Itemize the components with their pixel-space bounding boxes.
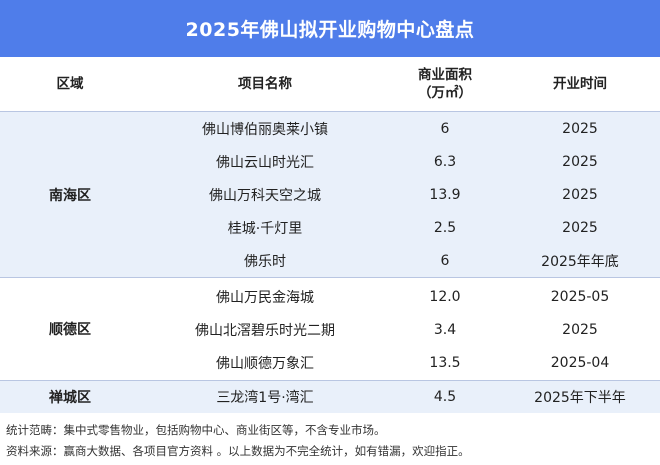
group-shunde: 顺德区 佛山万民金海城 12.0 2025-05 佛山北滘碧乐时光二期 3.4 … [0, 278, 660, 380]
table-row: 佛山云山时光汇 6.3 2025 [0, 145, 660, 178]
project-area: 3.4 [433, 321, 457, 338]
project-name: 佛山万科天空之城 [209, 187, 321, 204]
header-region: 区域 [56, 76, 84, 92]
project-time: 2025 [562, 153, 598, 170]
project-name: 桂城·千灯里 [227, 220, 303, 237]
group-divider [0, 277, 660, 278]
group-chancheng: 禅城区 三龙湾1号·湾汇 4.5 2025年下半年 [0, 381, 660, 413]
project-name: 佛山博伯丽奥莱小镇 [202, 121, 328, 138]
table-row: 佛山万科天空之城 13.9 2025 [0, 178, 660, 211]
project-name: 三龙湾1号·湾汇 [216, 390, 314, 406]
page-title: 2025年佛山拟开业购物中心盘点 [0, 0, 660, 57]
header-name: 项目名称 [238, 76, 292, 92]
footer-notes: 统计范畴：集中式零售物业，包括购物中心、商业街区等，不含专业市场。 资料来源：赢… [0, 413, 660, 465]
project-area: 13.9 [429, 186, 461, 203]
group-nanhai: 南海区 佛山博伯丽奥莱小镇 6 2025 佛山云山时光汇 6.3 2025 佛山… [0, 112, 660, 277]
region-label: 南海区 [49, 187, 91, 204]
table-header: 区域 项目名称 商业面积 （万㎡） 开业时间 [0, 57, 660, 112]
table-row: 佛山北滘碧乐时光二期 3.4 2025 [0, 313, 660, 346]
project-time: 2025 [562, 219, 598, 236]
header-area: 商业面积 （万㎡） [390, 57, 500, 111]
table-row: 三龙湾1号·湾汇 4.5 2025年下半年 [0, 381, 660, 413]
header-time: 开业时间 [553, 76, 607, 92]
footnote-scope: 统计范畴：集中式零售物业，包括购物中心、商业街区等，不含专业市场。 [6, 423, 386, 437]
project-area: 6.3 [433, 153, 457, 170]
project-area: 2.5 [433, 219, 457, 236]
project-area: 13.5 [429, 354, 461, 371]
project-area: 6 [440, 120, 450, 137]
table-row: 佛山顺德万象汇 13.5 2025-04 [0, 346, 660, 379]
project-time: 2025 [562, 186, 598, 203]
project-time: 2025年下半年 [534, 390, 626, 406]
project-area: 4.5 [433, 389, 457, 405]
region-label: 禅城区 [49, 390, 91, 406]
table-row: 佛山博伯丽奥莱小镇 6 2025 [0, 112, 660, 145]
project-time: 2025-04 [550, 354, 610, 371]
project-name: 佛乐时 [244, 253, 286, 270]
project-area: 12.0 [429, 288, 461, 305]
project-time: 2025年年底 [541, 253, 619, 270]
header-area-line1: 商业面积 [418, 67, 472, 83]
footnote-source: 资料来源：赢商大数据、各项目官方资料 。以上数据为不完全统计，如有错漏，欢迎指正… [6, 444, 470, 458]
table-row: 佛乐时 6 2025年年底 [0, 244, 660, 277]
project-time: 2025-05 [550, 288, 610, 305]
project-area: 6 [440, 252, 450, 269]
group-divider [0, 380, 660, 381]
project-time: 2025 [562, 120, 598, 137]
project-name: 佛山万民金海城 [216, 289, 314, 306]
project-name: 佛山顺德万象汇 [216, 355, 314, 372]
project-name: 佛山北滘碧乐时光二期 [195, 322, 335, 339]
project-time: 2025 [562, 321, 598, 338]
region-label: 顺德区 [49, 322, 91, 338]
header-area-line2: （万㎡） [418, 85, 472, 101]
project-name: 佛山云山时光汇 [216, 154, 314, 171]
table-row: 桂城·千灯里 2.5 2025 [0, 211, 660, 244]
table-row: 佛山万民金海城 12.0 2025-05 [0, 280, 660, 313]
